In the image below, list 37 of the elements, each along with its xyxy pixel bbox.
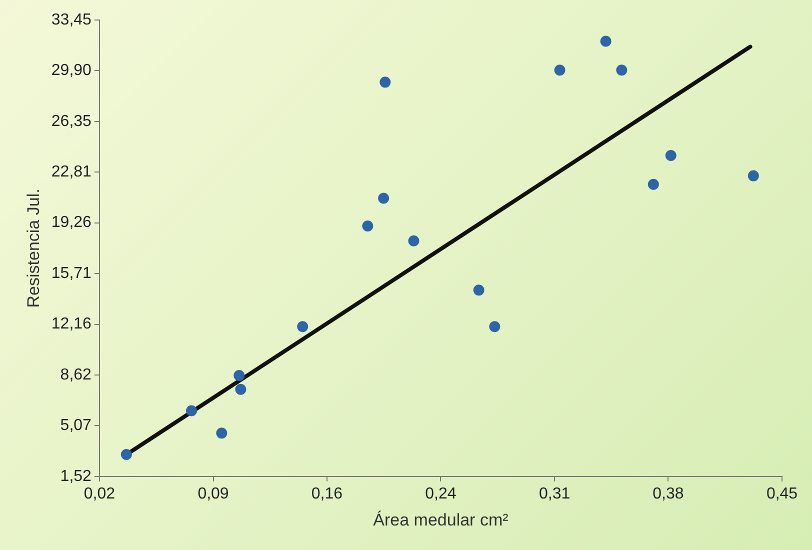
y-tick-label: 29,90 [51, 62, 92, 80]
point [235, 384, 246, 395]
y-tick-label: 26,35 [51, 112, 92, 130]
point [648, 178, 659, 190]
y-tick-label: 8,62 [60, 366, 92, 384]
x-tick-label: 0,02 [84, 485, 116, 502]
point [297, 321, 308, 332]
point [120, 449, 132, 460]
x-tick-label: 0,38 [652, 485, 684, 502]
x-tick-label: 0,45 [766, 485, 798, 502]
y-tick-label: 5,07 [60, 417, 92, 434]
point [473, 284, 484, 296]
y-tick-label: 1,52 [60, 468, 92, 485]
y-tick-label: 22,81 [51, 163, 92, 180]
x-tick-label: 0,31 [538, 485, 570, 502]
x-tick-label: 0,24 [425, 485, 456, 502]
point [616, 64, 628, 76]
y-tick-label: 15,71 [51, 264, 92, 282]
point [380, 76, 391, 88]
point [665, 150, 676, 162]
point [600, 36, 612, 47]
point [554, 64, 566, 76]
point [186, 405, 198, 416]
y-axis-title: Resistencia Jul. [24, 188, 43, 308]
point [408, 235, 420, 246]
point [378, 192, 390, 204]
y-tick-label: 33,45 [51, 11, 92, 28]
point [362, 220, 374, 232]
point [234, 370, 245, 381]
y-tick-label: 19,26 [51, 214, 92, 232]
point [748, 170, 759, 182]
x-tick-label: 0,09 [198, 485, 229, 502]
x-axis-title: Área medular cm² [373, 510, 509, 530]
point [216, 428, 228, 439]
y-tick-label: 12,16 [51, 316, 92, 333]
x-tick-label: 0,16 [311, 485, 343, 502]
point [489, 321, 500, 332]
